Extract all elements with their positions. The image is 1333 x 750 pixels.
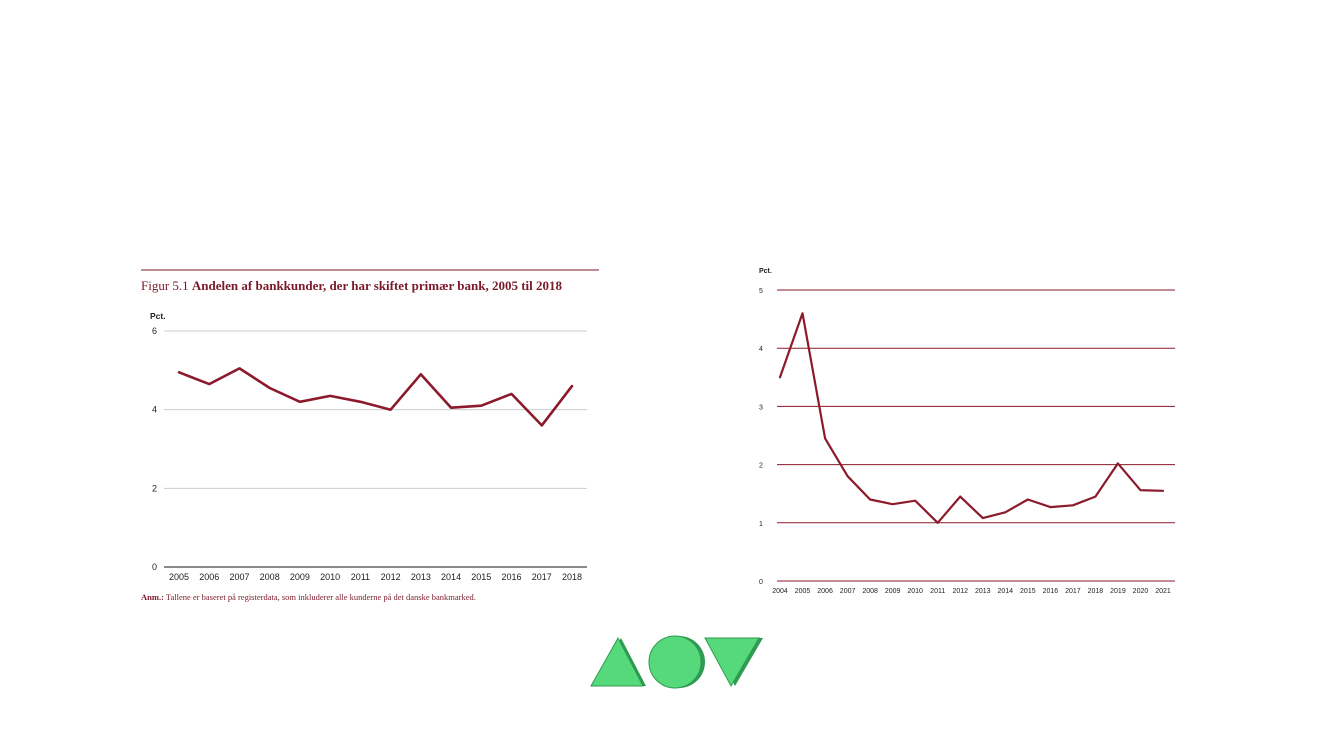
right-x-tick-8: 2012 <box>952 588 968 595</box>
right-x-tick-4: 2008 <box>862 588 878 595</box>
right-grid <box>777 289 1175 582</box>
left-x-tick-8: 2013 <box>411 572 431 582</box>
left-x-tick-11: 2016 <box>502 572 522 582</box>
right-x-tick-10: 2014 <box>998 588 1014 595</box>
right-y-tick-labels: 0 1 2 3 4 5 <box>759 288 763 586</box>
left-y-tick-0: 0 <box>152 562 157 572</box>
right-y-tick-1: 1 <box>759 521 763 528</box>
right-x-tick-6: 2010 <box>907 588 923 595</box>
right-x-tick-9: 2013 <box>975 588 991 595</box>
right-x-tick-17: 2021 <box>1155 588 1171 595</box>
right-y-tick-3: 3 <box>759 404 763 411</box>
left-y-tick-3: 6 <box>152 326 157 336</box>
left-grid <box>164 330 587 568</box>
left-x-tick-6: 2011 <box>351 572 370 582</box>
left-y-tick-1: 2 <box>152 483 157 493</box>
left-y-unit-label: Pct. <box>150 311 166 321</box>
right-x-tick-12: 2016 <box>1043 588 1059 595</box>
right-x-tick-2: 2006 <box>817 588 833 595</box>
aov-logo <box>590 635 763 689</box>
right-x-tick-labels: 2004 2005 2006 2007 2008 2009 2010 2011 2012 2013… <box>772 588 1171 595</box>
right-x-tick-7: 2011 <box>930 588 945 595</box>
left-chart-title: Figur 5.1 Andelen af bankkunder, der har… <box>141 278 563 293</box>
left-chart: Figur 5.1 Andelen af bankkunder, der har… <box>141 269 599 602</box>
left-x-tick-2: 2007 <box>229 572 249 582</box>
left-series <box>177 367 574 427</box>
right-x-tick-3: 2007 <box>840 588 856 595</box>
left-chart-note: Anm.: Tallene er baseret på registerdata… <box>141 592 476 602</box>
left-x-tick-7: 2012 <box>381 572 401 582</box>
right-y-tick-2: 2 <box>759 463 763 470</box>
logo-triangle-down-icon <box>704 637 763 688</box>
left-y-tick-2: 4 <box>152 405 157 415</box>
right-x-tick-13: 2017 <box>1065 588 1081 595</box>
right-y-tick-0: 0 <box>759 579 763 586</box>
right-series-line-0 <box>778 312 1165 524</box>
left-x-tick-12: 2017 <box>532 572 552 582</box>
left-x-tick-13: 2018 <box>562 572 582 582</box>
left-series-line-0 <box>177 367 574 427</box>
left-y-tick-labels: 0 2 4 6 <box>152 326 157 572</box>
right-x-tick-1: 2005 <box>795 588 811 595</box>
left-x-tick-10: 2015 <box>471 572 491 582</box>
left-x-tick-3: 2008 <box>260 572 280 582</box>
right-series <box>778 312 1165 524</box>
left-x-tick-1: 2006 <box>199 572 219 582</box>
logo-circle-icon <box>648 635 705 689</box>
right-x-tick-14: 2018 <box>1088 588 1104 595</box>
right-x-tick-16: 2020 <box>1133 588 1149 595</box>
right-y-unit-label: Pct. <box>759 268 772 275</box>
right-y-tick-4: 4 <box>759 346 763 353</box>
left-x-tick-5: 2010 <box>320 572 340 582</box>
right-x-tick-11: 2015 <box>1020 588 1036 595</box>
right-x-tick-15: 2019 <box>1110 588 1126 595</box>
right-x-tick-0: 2004 <box>772 588 788 595</box>
left-x-tick-9: 2014 <box>441 572 461 582</box>
right-y-tick-5: 5 <box>759 288 763 295</box>
right-x-tick-5: 2009 <box>885 588 901 595</box>
left-x-tick-labels: 2005 2006 2007 2008 2009 2010 2011 2012 2013 2014… <box>169 572 582 582</box>
left-x-tick-4: 2009 <box>290 572 310 582</box>
left-x-tick-0: 2005 <box>169 572 189 582</box>
logo-triangle-up-icon <box>590 636 646 687</box>
right-chart: Pct. 0 1 2 3 4 5 2004 2005 2006 2007 2008 2009 2010… <box>759 268 1175 595</box>
